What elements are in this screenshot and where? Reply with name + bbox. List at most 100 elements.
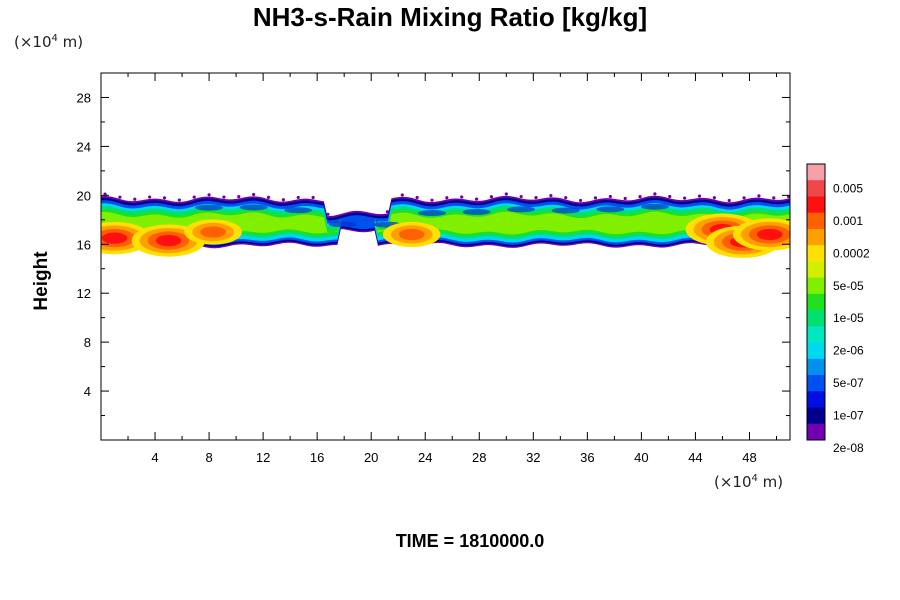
field-edge [712,196,716,200]
field-edge [608,194,612,199]
colorbar-label: 1e-05 [833,311,864,325]
field-edge [311,195,315,200]
field-edge [266,195,271,199]
field-edge [593,196,598,200]
x-tick-label: 36 [580,450,594,465]
field-edge [638,195,642,199]
field-edge [742,196,746,200]
field-edge [757,194,761,198]
field-edge [222,195,226,199]
field-edge [460,195,464,199]
field-edge [578,198,583,203]
chart-title: NH3-s-Rain Mixing Ratio [kg/kg] [252,2,648,32]
y-tick-label: 12 [77,286,91,301]
colorbar-label: 0.001 [833,214,863,228]
field-edge [549,193,553,198]
field-edge [474,197,479,201]
time-label: TIME = 1810000.0 [395,531,545,551]
x-axis-unit: (×104 m) [714,473,784,491]
field-hot-spot [101,232,128,244]
field-edge [489,195,494,199]
x-tick-label: 28 [472,450,486,465]
colorbar-label: 2e-08 [833,441,864,455]
plot-frame [100,72,791,441]
field-edge [415,195,419,200]
colorbar-swatch [807,277,825,295]
field-edge [653,192,657,196]
y-tick-label: 8 [84,335,91,350]
colorbar-swatch [807,342,825,360]
x-tick-label: 8 [205,450,212,465]
field-edge [326,212,330,216]
field-edge [252,192,256,197]
field-edge [177,198,181,202]
colorbar-swatch [807,196,825,214]
field-edge [400,193,404,197]
field-edge [192,195,196,199]
colorbar-label: 2e-06 [833,344,864,358]
colorbar-swatch [807,326,825,344]
field-edge [772,196,776,200]
x-tick-label: 32 [526,450,540,465]
field-hot-spot [398,228,425,241]
field-streak [195,204,224,211]
colorbar-label: 5e-07 [833,376,864,390]
field-streak [640,203,669,210]
field-edge [385,210,390,214]
field-streak [596,206,625,213]
x-tick-label: 12 [256,450,270,465]
field-edge [697,194,702,198]
field-streak [507,206,536,213]
colorbar-label: 5e-05 [833,279,864,293]
colorbar-swatch [807,261,825,279]
colorbar-swatch [807,245,825,262]
x-tick-label: 24 [418,450,432,465]
field-edge [162,196,167,200]
colorbar-swatch [807,375,825,392]
field-edge [430,198,434,202]
colorbar-swatch [807,358,825,376]
y-tick-label: 4 [84,384,91,399]
field-edge [237,195,241,199]
colorbar-swatch [807,228,825,246]
field-edge [281,198,285,202]
field-edge [519,194,523,199]
field-edge [504,192,508,196]
field-hot-spot [155,234,182,247]
field-edge [445,196,449,200]
field-edge [668,194,672,199]
x-tick-label: 20 [364,450,378,465]
x-axis: 4 8 12 16 20 24 28 32 36 40 44 48 [127,73,777,465]
colorbar-label: 1e-07 [833,409,864,423]
colorbar-swatch [807,293,825,311]
field-streak [417,210,446,217]
field-edge [207,193,211,197]
y-tick-label: 20 [77,188,91,203]
field-edge [623,196,627,201]
y-axis-unit: (×104 m) [14,33,84,51]
mixing-ratio-field [101,192,790,258]
y-tick-label: 16 [77,237,91,252]
field-edge [534,195,538,200]
y-tick-label: 24 [77,139,91,154]
x-tick-label: 44 [688,450,702,465]
colorbar-swatch [807,180,825,197]
colorbar-swatch [807,212,825,230]
field-streak [551,207,580,214]
field-streak [284,207,313,214]
colorbar-swatch [807,407,825,425]
field-edge [296,195,300,200]
field-streak [328,221,357,228]
x-tick-label: 4 [151,450,158,465]
field-streak [239,204,268,211]
y-tick-label: 28 [77,90,91,105]
y-axis: 4 8 12 16 20 24 28 [77,90,790,417]
field-hot-spot [200,226,226,238]
field-edge [564,196,568,200]
x-tick-label: 48 [742,450,756,465]
field-hot-spot [756,228,783,241]
field-edge [727,198,731,203]
x-tick-label: 16 [310,450,324,465]
colorbar-frame [806,163,826,441]
